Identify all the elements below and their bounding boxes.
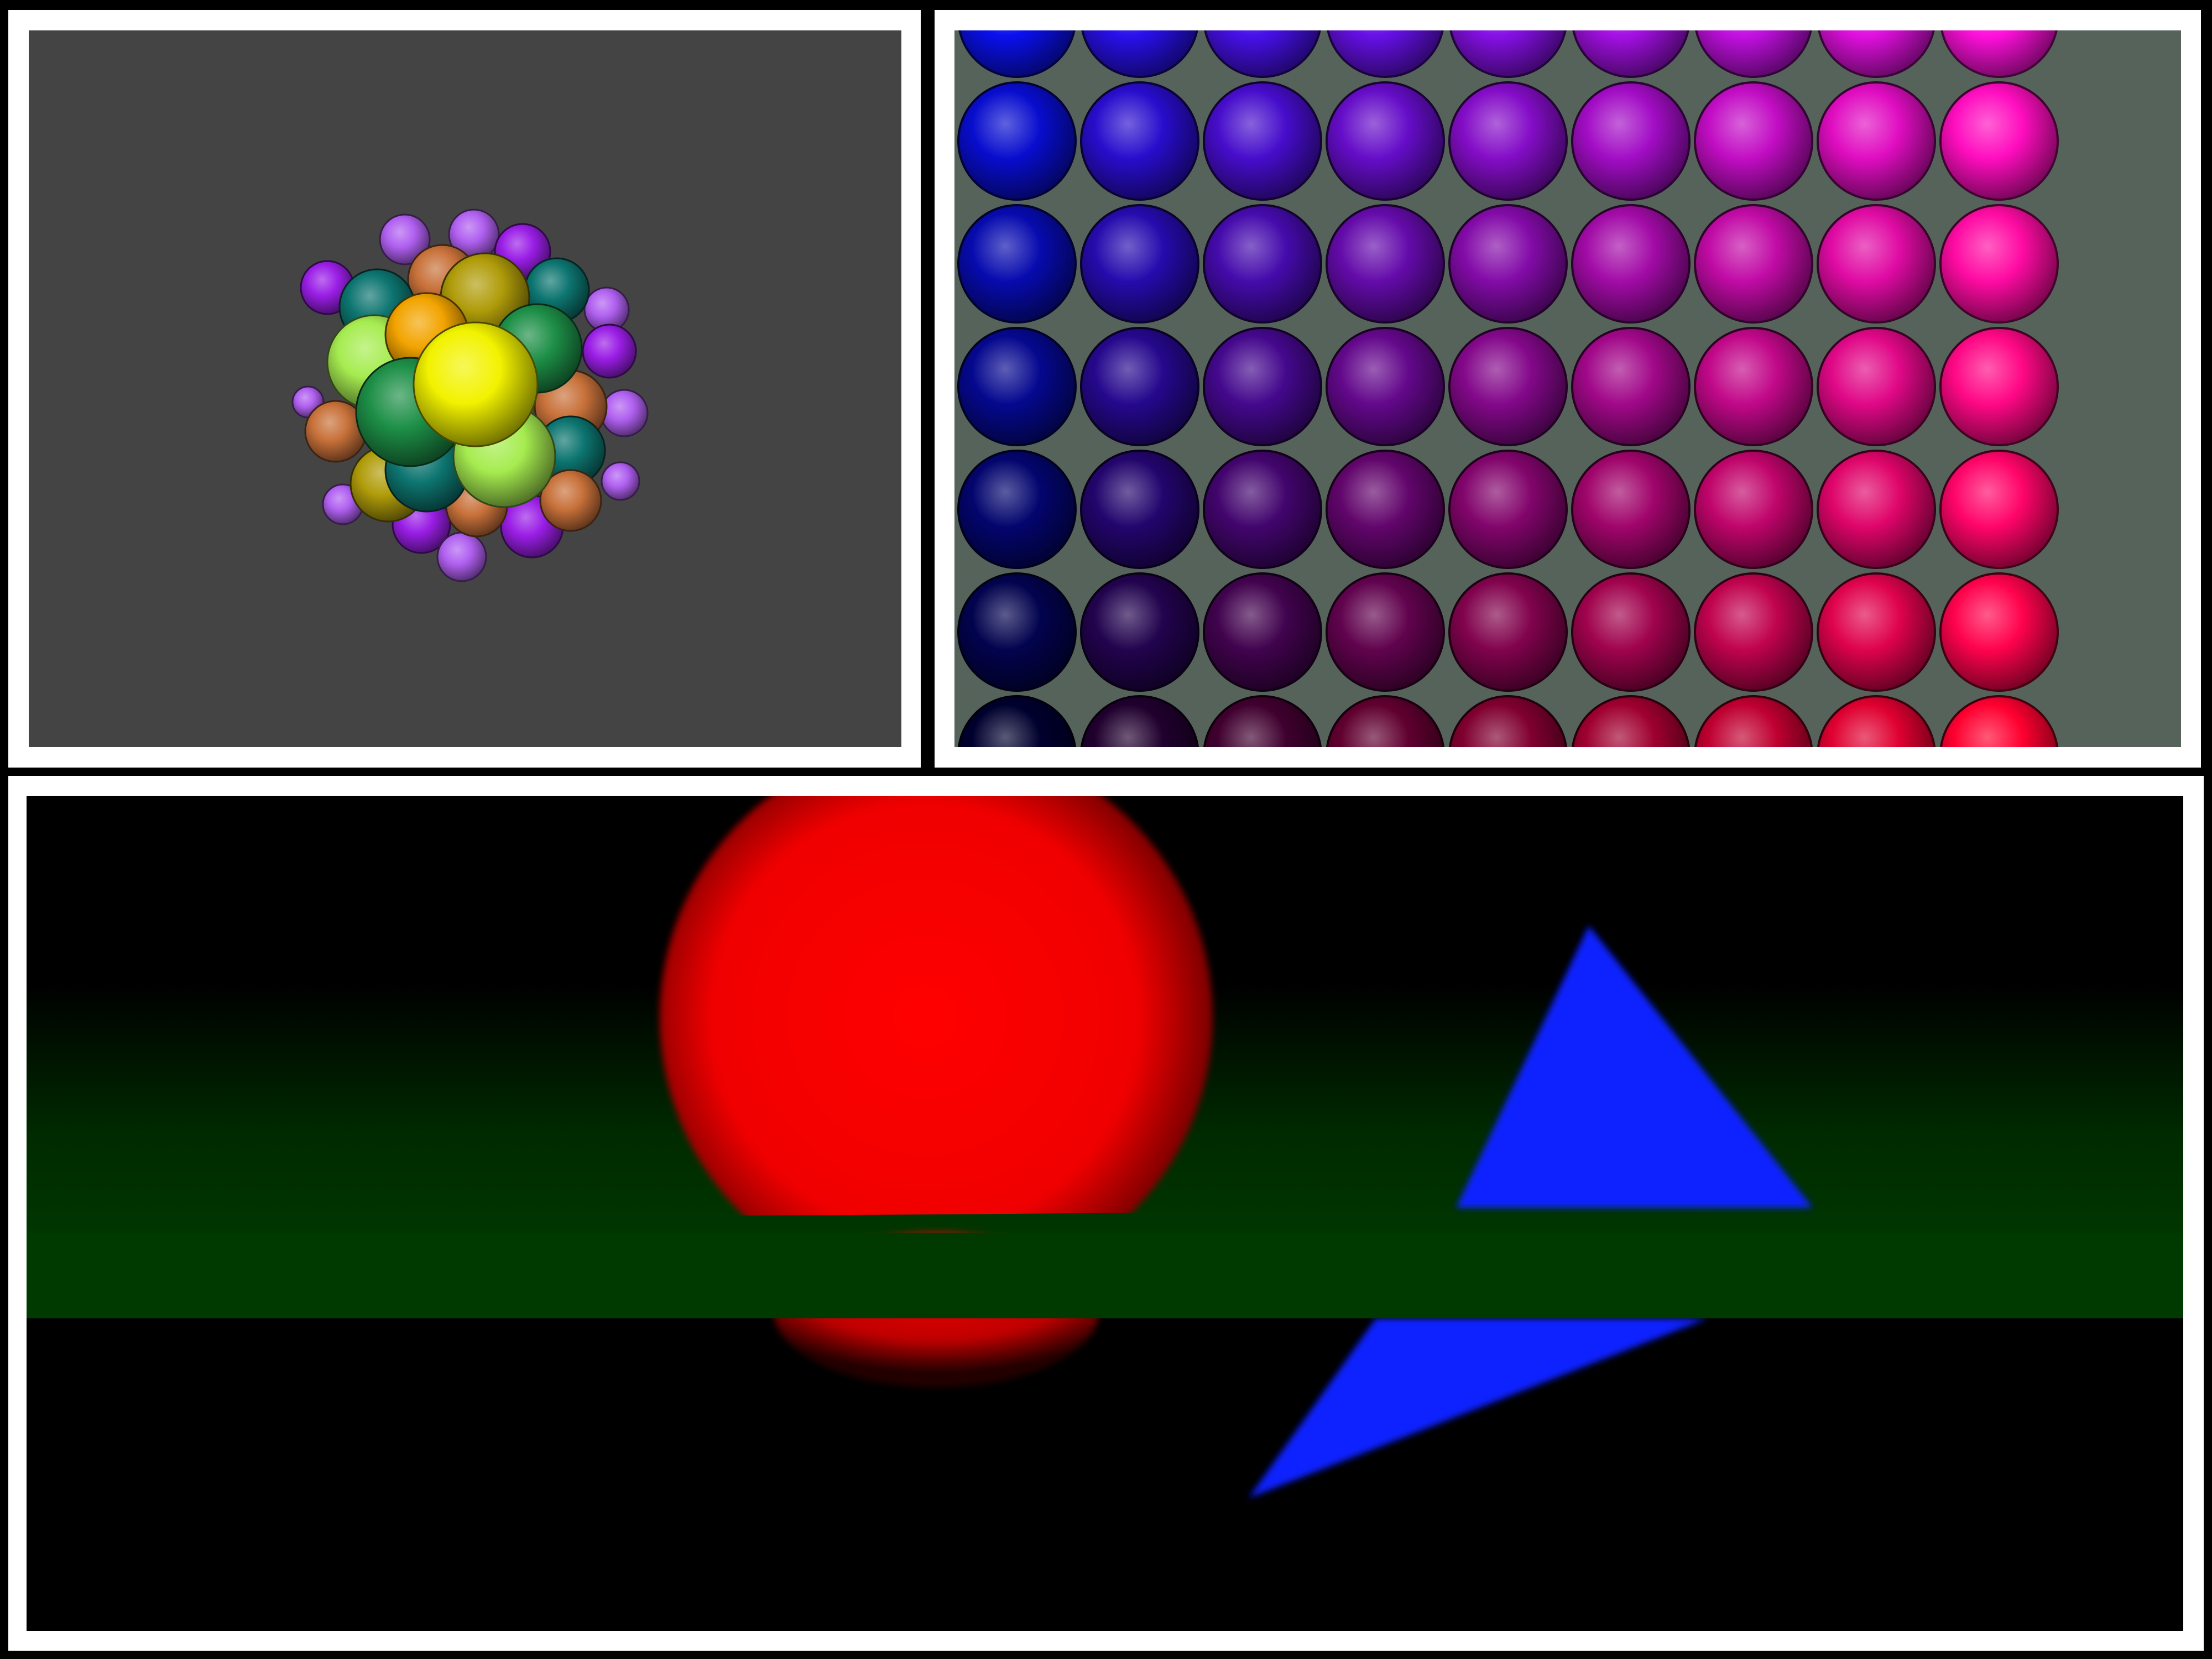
cluster-sphere: [601, 461, 640, 501]
cluster-sphere: [379, 213, 431, 265]
grid-sphere: [1817, 327, 1936, 446]
ray-trace-render: [27, 796, 2183, 1631]
grid-sphere: [1203, 450, 1322, 569]
cluster-sphere: [436, 531, 487, 582]
grid-sphere: [1571, 81, 1691, 201]
grid-sphere: [1694, 572, 1813, 692]
grid-sphere: [1448, 204, 1568, 324]
grid-sphere: [1448, 81, 1568, 201]
grid-sphere: [1571, 327, 1691, 446]
cluster-sphere: [582, 324, 637, 379]
grid-sphere: [1939, 204, 2059, 324]
grid-sphere: [1939, 327, 2059, 446]
grid-sphere: [957, 695, 1077, 747]
grid-sphere: [1694, 450, 1813, 569]
grid-sphere: [1326, 695, 1445, 747]
grid-sphere: [1203, 695, 1322, 747]
grid-sphere: [1449, 30, 1567, 78]
grid-sphere: [1448, 695, 1568, 747]
grid-sphere: [957, 327, 1077, 446]
grid-sphere: [1939, 81, 2059, 201]
grid-sphere: [1571, 450, 1691, 569]
grid-sphere: [1694, 327, 1813, 446]
grid-sphere: [1572, 30, 1689, 78]
grid-sphere: [1939, 572, 2059, 692]
grid-sphere: [1080, 450, 1199, 569]
sphere-grid: [957, 30, 2059, 747]
grid-sphere: [1326, 81, 1445, 201]
sphere-grid-panel: [935, 10, 2201, 768]
grid-sphere: [957, 204, 1077, 324]
grid-sphere: [1203, 327, 1322, 446]
grid-sphere: [1203, 572, 1322, 692]
cluster-sphere: [600, 389, 649, 437]
sphere-cluster-panel: [8, 10, 921, 768]
grid-sphere: [1203, 204, 1322, 324]
grid-sphere: [1326, 204, 1445, 324]
grid-sphere: [957, 572, 1077, 692]
cluster-sphere: [539, 469, 602, 532]
grid-sphere: [1571, 204, 1691, 324]
grid-sphere: [1327, 30, 1444, 78]
grid-sphere: [1694, 695, 1813, 747]
grid-sphere: [1817, 450, 1936, 569]
grid-sphere: [1080, 695, 1199, 747]
grid-sphere: [1080, 204, 1199, 324]
grid-sphere: [1571, 572, 1691, 692]
grid-sphere: [1080, 572, 1199, 692]
grid-sphere: [1326, 572, 1445, 692]
grid-sphere: [1939, 695, 2059, 747]
floor-band-edge: [27, 1233, 2183, 1318]
grid-sphere: [1448, 327, 1568, 446]
grid-sphere: [1448, 450, 1568, 569]
grid-sphere: [1203, 81, 1322, 201]
grid-sphere: [957, 81, 1077, 201]
blue-triangle: [1456, 926, 1813, 1208]
grid-sphere: [1817, 572, 1936, 692]
sphere-grid-render: [954, 30, 2181, 747]
blue-triangle-reflection: [1249, 1318, 1708, 1498]
grid-sphere: [1326, 327, 1445, 446]
cluster-sphere: [413, 321, 539, 447]
grid-sphere: [1818, 30, 1935, 78]
grid-sphere: [957, 450, 1077, 569]
grid-sphere: [1448, 572, 1568, 692]
grid-sphere: [1080, 81, 1199, 201]
grid-sphere: [1817, 204, 1936, 324]
grid-sphere: [958, 30, 1076, 78]
grid-sphere: [1694, 204, 1813, 324]
ray-trace-panel: [8, 776, 2204, 1651]
grid-sphere: [1204, 30, 1321, 78]
grid-sphere: [1817, 81, 1936, 201]
sphere-cluster: [291, 208, 649, 582]
grid-sphere: [1694, 81, 1813, 201]
sphere-cluster-render: [29, 30, 901, 747]
grid-sphere: [1695, 30, 1812, 78]
grid-sphere: [1817, 695, 1936, 747]
grid-sphere: [1080, 327, 1199, 446]
grid-sphere: [1326, 450, 1445, 569]
grid-sphere: [1571, 695, 1691, 747]
red-sphere: [660, 796, 1213, 1216]
grid-sphere: [1940, 30, 2058, 78]
grid-sphere: [1939, 450, 2059, 569]
grid-sphere: [1081, 30, 1198, 78]
